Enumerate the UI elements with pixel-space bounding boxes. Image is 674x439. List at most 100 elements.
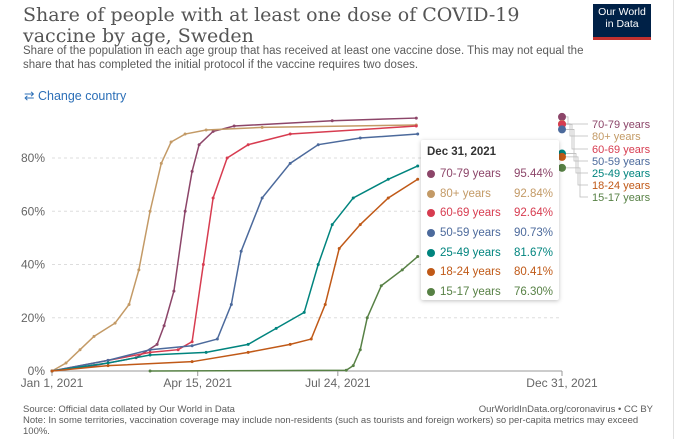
data-point [148,348,152,352]
data-point [148,209,152,213]
data-point [229,302,233,306]
legend-label: 80+ years [592,131,641,143]
tooltip-row: 15-17 years 76.30% [421,282,559,302]
data-point [337,247,341,251]
credit-link[interactable]: OurWorldInData.org/coronavirus • CC BY [478,404,653,415]
data-point [50,369,54,373]
data-point [330,119,334,123]
data-point [246,143,250,147]
data-point [316,143,320,147]
data-point [232,124,236,128]
data-point [260,125,264,129]
data-point [358,136,362,140]
tooltip-series-value: 80.41% [513,266,553,279]
owid-logo[interactable]: Our World in Data [593,4,651,40]
data-point [183,132,187,136]
tooltip-series-value: 92.84% [513,187,553,200]
data-point [416,177,420,181]
y-tick-label: 20% [21,311,45,325]
data-point [239,249,243,253]
data-point [351,196,355,200]
legend-label: 15-17 years [592,192,651,204]
data-point [113,321,117,325]
tooltip-series-name: 50-59 years [440,226,501,239]
legend-label: 50-59 years [592,156,651,168]
tooltip-series-value: 92.64% [513,207,553,220]
tooltip-series-name: 25-49 years [440,246,501,259]
change-country-button[interactable]: ⇄ Change country [24,88,126,103]
legend-label: 60-69 years [592,144,651,156]
x-tick-label: Apr 15, 2021 [163,376,232,390]
tooltip-row: 80+ years 92.84% [421,184,559,204]
series-dot [427,228,435,237]
data-point [351,364,355,368]
tooltip-series-value: 90.73% [513,226,553,239]
series-dot [427,189,435,198]
tooltip: Dec 31, 2021 70-79 years 95.44% 80+ years 9… [421,140,559,300]
data-point [183,209,187,213]
change-country-label: Change country [37,89,127,103]
data-point [190,344,194,348]
legend-connector [566,123,588,150]
data-point [155,342,159,346]
series-line-80-years [51,124,417,372]
end-marker [558,152,566,161]
tooltip-row: 50-59 years 90.73% [421,223,559,243]
data-point [172,289,176,293]
series-dot [427,169,435,178]
data-point [106,361,110,365]
note-text: Note: In some territories, vaccination c… [23,415,639,437]
data-point [386,177,390,181]
y-tick-label: 80% [21,151,45,165]
data-point [302,310,306,314]
data-point [78,348,82,352]
data-point [106,358,110,362]
line-chart[interactable]: 0% 20% 40% 60% 80% Jan 1, 2021 Apr 15, 2021 Jul… [0,0,674,400]
chart-subtitle: Share of the population in each age grou… [23,45,584,71]
data-point [204,350,208,354]
data-point [246,342,250,346]
tooltip-series-name: 18-24 years [440,266,501,279]
data-point [137,268,141,272]
tooltip-series-value: 76.30% [513,285,553,298]
data-point [211,129,215,133]
data-point [358,223,362,227]
tooltip-series-name: 60-69 years [440,207,501,220]
end-marker [558,125,566,134]
tooltip-date: Dec 31, 2021 [427,146,497,158]
series-line-70-79-years [51,117,417,372]
legend-connector [566,129,588,162]
data-point [215,337,219,341]
data-point [127,302,131,306]
x-tick-label: Jul 24, 2021 [305,376,371,390]
tooltip-row: 70-79 years 95.44% [421,164,559,184]
data-point [225,156,229,160]
data-point [190,169,194,173]
data-point [169,140,173,144]
x-tick-label: Jan 1, 2021 [21,376,84,390]
legend-label: 18-24 years [592,180,651,192]
data-point [92,334,96,338]
tooltip-series-name: 70-79 years [440,167,501,180]
y-tick-label: 40% [21,258,45,272]
footer: Source: Official data collated by Our Wo… [23,404,653,437]
data-point [148,353,152,357]
data-point [414,116,418,120]
data-point [159,161,163,165]
legend-connector [566,156,588,186]
data-point [201,263,205,266]
data-point [416,164,420,168]
series-dot [427,268,435,277]
data-point [197,143,201,147]
data-point [358,348,362,352]
data-point [260,196,264,200]
series-line-25-49-years [51,165,418,372]
data-point [190,340,194,344]
tooltip-row: 25-49 years 81.67% [421,243,559,263]
x-tick-label: Dec 31, 2021 [526,376,598,390]
series-line-18-24-years [51,178,419,372]
data-point [288,161,292,165]
legend-connector [566,116,588,125]
data-point [323,302,327,306]
legend-label: 25-49 years [592,168,651,180]
